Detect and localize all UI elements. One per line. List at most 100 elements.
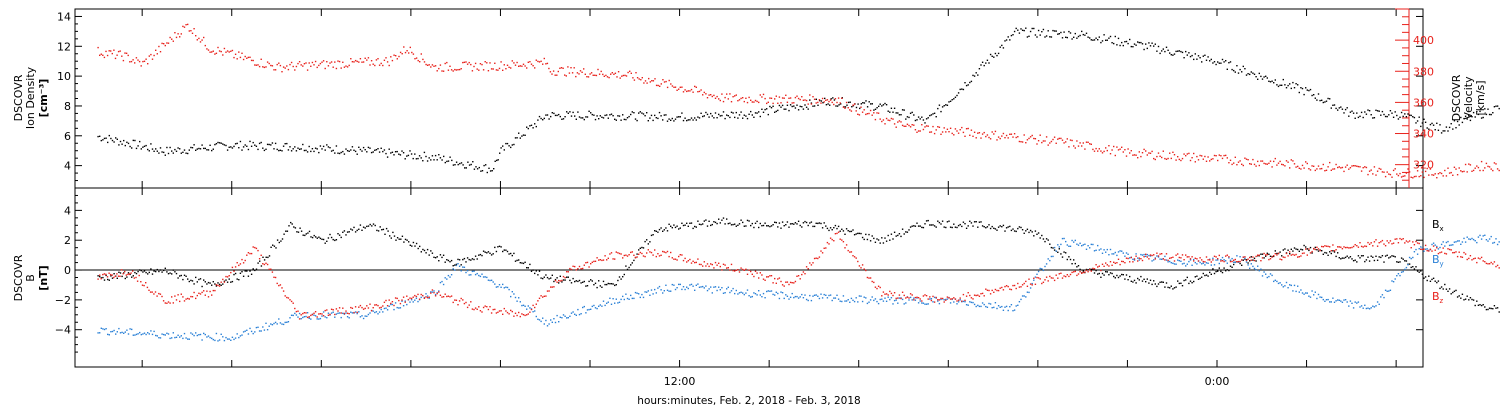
velocity-point [1114,154,1116,157]
bx-point [326,240,328,242]
by-point [145,333,147,336]
bz-point [1073,271,1075,273]
bx-point [1109,272,1112,274]
velocity-point [1349,167,1352,169]
bx-point [249,270,251,272]
bz-point [1138,257,1140,259]
bz-point [1453,251,1456,254]
by-point [268,325,270,327]
ion-density-point [1407,113,1409,115]
bx-point [446,259,448,261]
by-point [1460,243,1462,245]
by-point [551,321,553,323]
velocity-point [564,74,566,76]
bz-point [510,309,512,312]
velocity-point [1413,175,1416,178]
velocity-point [858,114,861,116]
bx-point [534,272,536,275]
velocity-point [108,50,110,52]
bx-point [362,226,365,228]
bz-point [911,294,913,296]
ion-density-point [359,148,362,151]
velocity-point [796,95,798,97]
ion-density-point [649,117,651,119]
bx-point [943,226,945,228]
bz-point [359,304,362,307]
bz-point [473,308,475,311]
bx-point [799,224,801,227]
velocity-point [893,123,896,125]
bx-point [1434,280,1436,282]
bx-point [275,247,277,249]
ion-density-point [107,141,109,144]
ion-density-point [973,75,976,77]
by-point [396,306,398,309]
by-point [458,265,461,267]
ion-density-point [1197,55,1200,57]
velocity-point [1287,161,1289,163]
bx-point [897,234,899,237]
bz-point [1133,258,1136,260]
bx-point [786,221,789,223]
ion-density-point [1492,112,1494,114]
bz-point [1010,288,1013,291]
ion-density-point [1485,113,1488,116]
velocity-point [1380,168,1382,170]
bz-point [276,282,278,285]
velocity-point [556,74,558,76]
ion-density-point [639,111,641,113]
by-point [922,302,925,304]
by-point [1319,296,1321,298]
ion-density-point [1404,113,1406,115]
bx-point [471,258,474,260]
velocity-point [1444,169,1446,172]
ion-density-point [218,142,221,144]
bx-point [828,229,830,232]
ion-density-point [646,112,648,114]
velocity-point [686,90,688,93]
velocity-point [884,123,886,125]
ion-density-point [180,152,182,154]
bz-point [855,257,857,259]
bz-point [231,266,234,269]
velocity-point [981,133,984,135]
bx-point [1185,279,1187,281]
bx-point [1431,278,1433,281]
velocity-point [362,61,365,63]
ion-density-point [236,142,238,145]
velocity-point [1268,162,1270,164]
velocity-point [166,42,168,44]
ion-density-point [945,104,947,106]
velocity-point [726,93,728,95]
velocity-point [182,25,184,28]
velocity-point [1119,148,1121,150]
bx-point [425,252,427,254]
bx-point [631,262,633,264]
bz-point [1378,242,1380,244]
velocity-point [142,60,144,63]
velocity-point [641,77,643,79]
bz-point [199,293,202,295]
ion-density-point [1257,78,1259,80]
bx-point [455,263,458,266]
ion-density-point [1129,38,1131,41]
bz-point [1237,260,1240,263]
bz-point [140,281,142,283]
by-point [155,334,157,337]
bx-point [119,272,122,274]
velocity-point [937,126,939,128]
bz-point [149,291,152,293]
velocity-point [857,113,859,115]
bx-point [983,226,985,228]
bz-point [442,296,445,298]
by-point [212,338,214,341]
by-point [358,311,360,313]
ion-density-point [748,113,750,115]
ion-density-point [1426,127,1428,129]
velocity-point [1295,166,1297,168]
bx-point [734,223,736,225]
velocity-point [1351,165,1353,167]
ion-density-point [476,168,479,170]
ion-density-point [239,140,242,143]
bx-point [183,274,186,276]
